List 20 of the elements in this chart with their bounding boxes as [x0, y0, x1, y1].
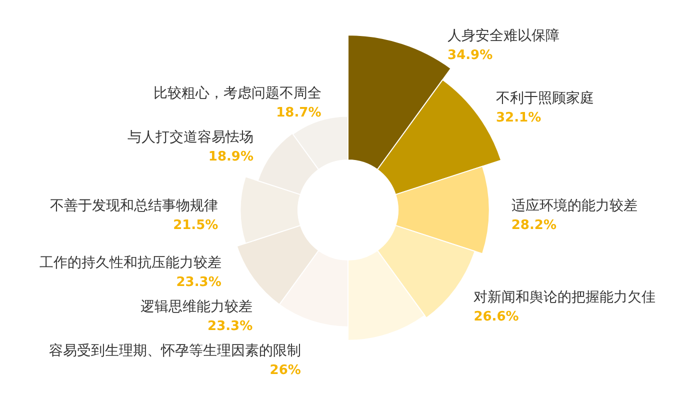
- data-label: 23.3%: [176, 274, 222, 290]
- category-label: 不善于发现和总结事物规律: [50, 197, 218, 214]
- category-label: 工作的持久性和抗压能力较差: [39, 254, 222, 271]
- data-label: 26%: [270, 362, 301, 378]
- category-label: 适应环境的能力较差: [511, 198, 638, 214]
- data-label: 23.3%: [208, 318, 253, 334]
- data-label: 18.9%: [208, 149, 254, 164]
- data-label: 18.7%: [276, 105, 322, 120]
- data-label: 28.2%: [511, 218, 557, 233]
- category-label: 比较粗心，考虑问题不周全: [153, 85, 322, 102]
- data-label: 21.5%: [173, 218, 218, 233]
- category-label: 对新闻和舆论的把握能力欠佳: [474, 289, 656, 306]
- category-label: 不利于照顾家庭: [496, 90, 594, 106]
- data-label: 34.9%: [448, 48, 493, 63]
- data-label: 26.6%: [474, 309, 519, 324]
- category-label: 人身安全难以保障: [448, 28, 560, 44]
- data-label: 32.1%: [496, 110, 542, 126]
- category-label: 与人打交道容易怯场: [128, 129, 254, 146]
- category-label: 逻辑思维能力较差: [140, 298, 253, 315]
- category-label: 容易受到生理期、怀孕等生理因素的限制: [48, 342, 301, 359]
